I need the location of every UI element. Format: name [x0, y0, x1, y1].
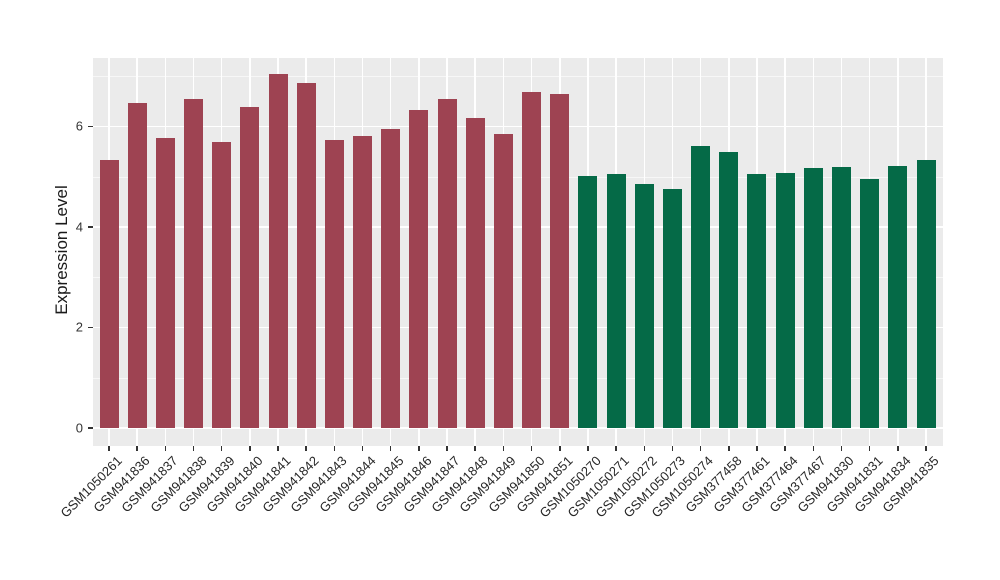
- plot-panel: [93, 58, 943, 446]
- x-tick-mark: [587, 446, 589, 451]
- bar-GSM941850: [522, 92, 542, 428]
- gridline-minor: [93, 176, 943, 178]
- bar-GSM1050272: [634, 184, 654, 428]
- bar-GSM941842: [296, 82, 316, 428]
- x-tick-mark: [784, 446, 786, 451]
- y-tick-label-2: 2: [75, 319, 83, 335]
- x-tick-mark: [220, 446, 223, 451]
- bar-GSM941830: [831, 167, 851, 428]
- x-tick-mark: [108, 446, 110, 451]
- bar-GSM377461: [747, 174, 767, 428]
- y-tick-mark: [87, 326, 93, 329]
- x-tick-mark: [249, 446, 251, 451]
- x-tick-mark: [277, 446, 279, 451]
- x-tick-mark: [756, 446, 758, 451]
- bar-GSM941844: [353, 135, 373, 428]
- y-tick-label-4: 4: [75, 219, 83, 235]
- y-tick-label-0: 0: [75, 420, 83, 436]
- x-tick-mark: [305, 446, 307, 451]
- bar-GSM1050270: [578, 175, 598, 428]
- bar-GSM941835: [916, 160, 936, 428]
- x-tick-mark: [164, 446, 167, 451]
- y-tick-label-6: 6: [75, 118, 83, 134]
- bar-GSM941839: [212, 141, 232, 428]
- x-tick-mark: [699, 446, 702, 451]
- bar-GSM941845: [381, 128, 401, 428]
- bar-GSM941834: [888, 166, 908, 428]
- y-tick-mark: [87, 226, 93, 228]
- bar-GSM1050273: [662, 189, 682, 428]
- bar-GSM941841: [268, 73, 288, 428]
- bar-GSM941851: [550, 93, 570, 428]
- bar-GSM941849: [493, 133, 513, 428]
- x-tick-mark: [361, 446, 364, 451]
- bar-GSM941836: [127, 103, 147, 428]
- gridline-major: [93, 125, 943, 128]
- bar-GSM1050274: [691, 145, 711, 428]
- y-tick-mark: [87, 427, 93, 429]
- x-tick-mark: [502, 446, 505, 451]
- x-tick-mark: [389, 446, 392, 451]
- x-tick-mark: [446, 446, 448, 451]
- x-tick-mark: [643, 446, 646, 451]
- bar-GSM377464: [775, 172, 795, 428]
- bar-GSM941831: [860, 178, 880, 428]
- x-tick-mark: [897, 446, 899, 451]
- x-tick-mark: [474, 446, 476, 451]
- bar-GSM377467: [803, 168, 823, 428]
- x-tick-mark: [418, 446, 420, 451]
- bar-GSM941837: [155, 137, 175, 428]
- x-tick-mark: [615, 446, 617, 451]
- x-tick-mark: [559, 446, 561, 451]
- x-tick-mark: [333, 446, 336, 451]
- gridline-minor: [93, 277, 943, 279]
- x-tick-mark: [812, 446, 815, 451]
- bar-GSM941846: [409, 109, 429, 428]
- x-tick-mark: [728, 446, 730, 451]
- bar-GSM377458: [719, 152, 739, 428]
- gridline-major: [93, 326, 943, 329]
- bar-GSM941843: [324, 139, 344, 428]
- x-tick-mark: [925, 446, 927, 451]
- bar-GSM941847: [437, 98, 457, 428]
- gridline-minor: [93, 76, 943, 78]
- y-axis-title: Expression Level: [52, 185, 71, 315]
- bar-GSM941840: [240, 106, 260, 428]
- x-tick-mark: [530, 446, 533, 451]
- x-tick-mark: [136, 446, 138, 451]
- gridline-major: [93, 427, 943, 429]
- bar-GSM1050271: [606, 173, 626, 428]
- x-tick-mark: [868, 446, 871, 451]
- x-tick-mark: [840, 446, 843, 451]
- bar-GSM941848: [465, 117, 485, 428]
- y-tick-mark: [87, 125, 93, 128]
- bar-GSM941838: [184, 98, 204, 428]
- x-tick-mark: [192, 446, 195, 451]
- gridline-minor: [93, 377, 943, 379]
- x-tick-mark: [671, 446, 674, 451]
- bar-GSM1050261: [99, 159, 119, 428]
- gridline-major: [93, 226, 943, 228]
